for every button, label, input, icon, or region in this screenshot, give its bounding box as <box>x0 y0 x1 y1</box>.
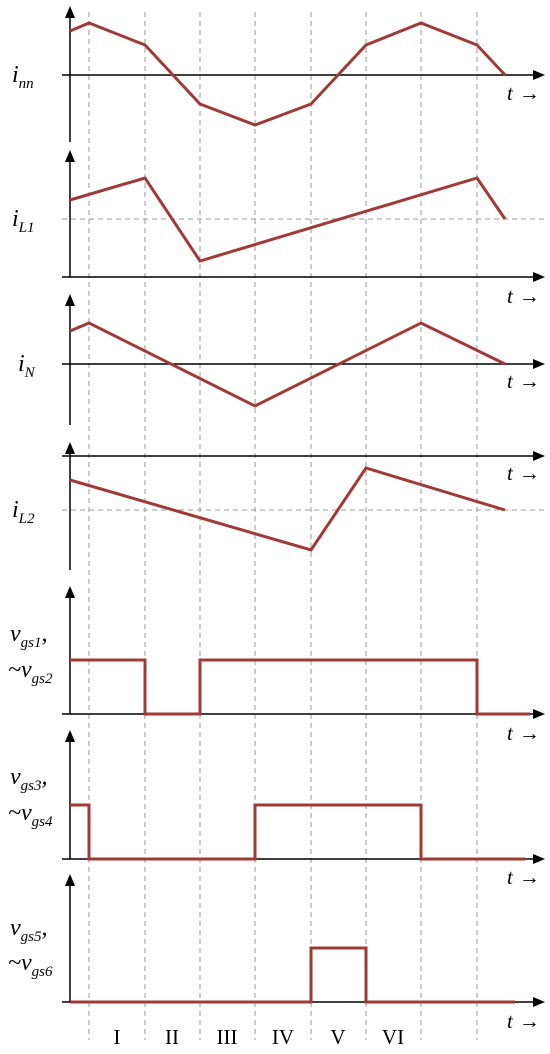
t-axis-label: t → <box>507 461 540 485</box>
t-axis-label: t → <box>507 721 540 745</box>
label-vgs4: ~vgs4 <box>8 800 53 830</box>
y-axis-arrow <box>65 294 75 306</box>
label-vgs2: ~vgs2 <box>8 657 53 687</box>
waveform-il2 <box>69 466 506 552</box>
y-axis-arrow <box>65 150 75 162</box>
t-axis-label: t → <box>507 81 540 105</box>
interval-label-5: V <box>330 1025 345 1049</box>
t-axis-label: t → <box>507 865 540 889</box>
x-axis-arrow <box>533 451 545 461</box>
waveform-vgs12 <box>70 658 530 716</box>
label-vgs5: vgs5, <box>10 915 48 945</box>
interval-label-1: I <box>114 1025 121 1049</box>
y-axis-arrow <box>65 586 75 598</box>
x-axis-arrow <box>533 359 545 369</box>
panel-il2: iL2 t → <box>12 442 545 570</box>
panel-vgs56: vgs5, ~vgs6 t → <box>8 874 545 1033</box>
label-vgs3: vgs3, <box>10 764 48 794</box>
panel-inn: inn t → <box>12 6 545 142</box>
waveform-inn <box>69 21 507 127</box>
x-axis-arrow <box>533 997 545 1007</box>
waveform-in <box>69 321 506 408</box>
x-axis-arrow <box>533 709 545 719</box>
label-il1: iL1 <box>12 206 35 236</box>
y-axis-arrow <box>65 442 75 454</box>
panel-vgs34: vgs3, ~vgs4 t → <box>8 730 545 889</box>
panel-il1: iL1 t → <box>12 150 545 308</box>
x-axis-arrow <box>533 854 545 864</box>
waveform-il1 <box>69 176 507 263</box>
y-axis-arrow <box>65 6 75 18</box>
label-vgs6: ~vgs6 <box>8 950 53 980</box>
panel-in: iN t → <box>18 294 545 425</box>
t-axis-label: t → <box>507 369 540 393</box>
y-axis-arrow <box>65 730 75 742</box>
t-axis-label: t → <box>507 1009 540 1033</box>
interval-label-2: II <box>165 1025 179 1049</box>
interval-labels: I II III IV V VI <box>114 1025 405 1049</box>
interval-label-3: III <box>217 1025 238 1049</box>
x-axis-arrow <box>533 272 545 282</box>
label-inn: inn <box>12 62 34 92</box>
y-axis-arrow <box>65 874 75 886</box>
guide-lines <box>88 12 478 1040</box>
waveform-vgs34 <box>70 803 525 861</box>
waveform-vgs56 <box>70 946 515 1004</box>
t-axis-label: t → <box>507 284 540 308</box>
x-axis-arrow <box>533 70 545 80</box>
interval-label-4: IV <box>272 1025 294 1049</box>
panel-vgs12: vgs1, ~vgs2 t → <box>8 586 545 745</box>
label-in: iN <box>18 351 36 381</box>
label-il2: iL2 <box>12 497 35 527</box>
label-vgs1: vgs1, <box>10 621 48 651</box>
interval-label-6: VI <box>382 1025 404 1049</box>
